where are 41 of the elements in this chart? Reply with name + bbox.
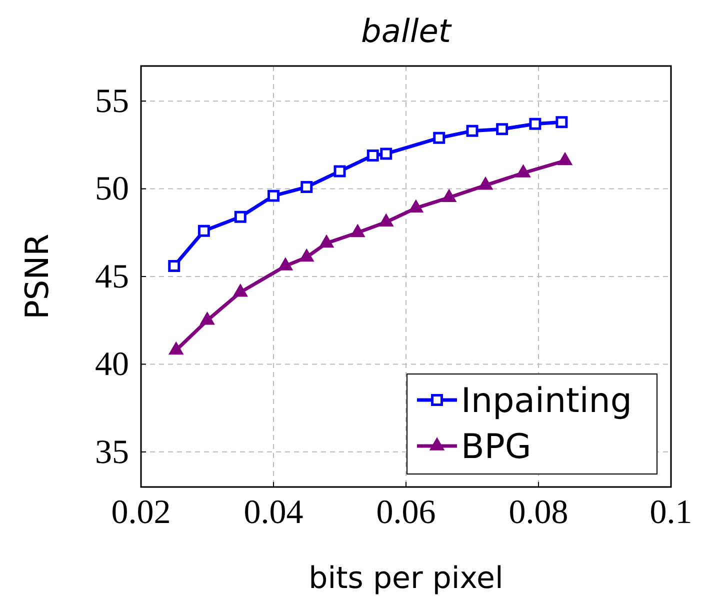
point: [168, 260, 180, 272]
point: [366, 149, 379, 162]
y-tick-label: 55: [95, 82, 129, 120]
point: [268, 190, 280, 202]
point: [334, 165, 346, 178]
legend-label: Inpainting: [461, 381, 632, 421]
point: [299, 248, 314, 262]
point: [278, 258, 293, 270]
x-tick-label: 0.04: [244, 494, 304, 532]
point: [442, 189, 456, 202]
y-tick-label: 35: [95, 434, 129, 471]
point: [380, 148, 392, 160]
point: [478, 176, 493, 190]
point: [350, 224, 365, 238]
x-tick-label: 0.08: [508, 494, 568, 532]
point: [168, 342, 184, 355]
point: [408, 200, 424, 213]
point: [516, 164, 531, 178]
point: [198, 224, 210, 237]
point: [234, 210, 246, 223]
x-axis-title: bits per pixel: [308, 561, 504, 596]
point: [466, 124, 478, 137]
point: [496, 123, 508, 136]
point: [200, 312, 215, 325]
point: [529, 118, 542, 130]
y-tick-label: 50: [95, 170, 129, 208]
chart-title: ballet: [361, 12, 452, 50]
x-tick-label: 0.1: [650, 494, 692, 532]
x-tick-label: 0.06: [376, 494, 436, 532]
point: [558, 152, 572, 166]
legend-label: BPG: [461, 427, 532, 467]
x-tick-label: 0.02: [111, 494, 171, 532]
point: [319, 234, 334, 248]
y-tick-label: 45: [95, 258, 129, 296]
y-axis-title: PSNR: [18, 234, 56, 320]
point: [233, 284, 248, 297]
point: [556, 116, 568, 128]
point: [433, 132, 446, 144]
point: [378, 214, 394, 227]
point: [300, 181, 313, 194]
y-tick-label: 40: [95, 346, 129, 384]
